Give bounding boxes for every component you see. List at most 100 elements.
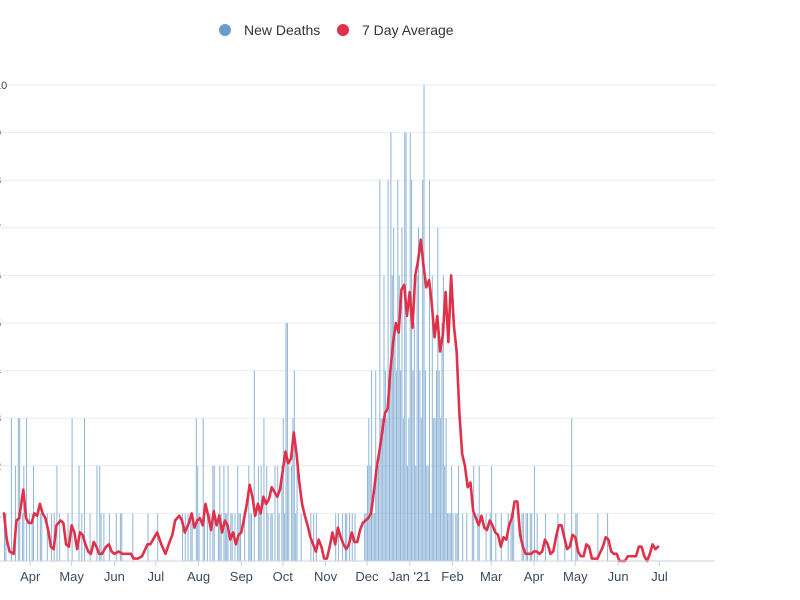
- legend-seven-day-dot[interactable]: [337, 24, 349, 36]
- new-deaths-bar[interactable]: [571, 418, 573, 561]
- new-deaths-bar[interactable]: [59, 513, 61, 561]
- new-deaths-bar[interactable]: [119, 513, 121, 561]
- new-deaths-bar[interactable]: [71, 418, 73, 561]
- new-deaths-bar[interactable]: [220, 513, 222, 561]
- legend-new-deaths-dot[interactable]: [219, 24, 231, 36]
- new-deaths-bar[interactable]: [223, 465, 225, 561]
- new-deaths-bar[interactable]: [386, 418, 388, 561]
- new-deaths-bar[interactable]: [99, 465, 101, 561]
- new-deaths-bar[interactable]: [427, 465, 429, 561]
- new-deaths-bar[interactable]: [429, 180, 431, 561]
- new-deaths-bar[interactable]: [226, 513, 228, 561]
- new-deaths-bar[interactable]: [452, 513, 454, 561]
- new-deaths-bar[interactable]: [440, 418, 442, 561]
- new-deaths-bar[interactable]: [249, 513, 251, 561]
- new-deaths-bar[interactable]: [411, 180, 413, 561]
- new-deaths-bar[interactable]: [267, 513, 269, 561]
- new-deaths-bar[interactable]: [368, 418, 370, 561]
- new-deaths-bar[interactable]: [37, 513, 39, 561]
- new-deaths-bar[interactable]: [96, 465, 98, 561]
- new-deaths-bar[interactable]: [531, 513, 533, 561]
- new-deaths-bar[interactable]: [23, 465, 25, 561]
- new-deaths-bar[interactable]: [435, 370, 437, 561]
- new-deaths-bar[interactable]: [209, 513, 211, 561]
- new-deaths-bar[interactable]: [257, 465, 259, 561]
- new-deaths-bar[interactable]: [219, 465, 221, 561]
- new-deaths-bar[interactable]: [26, 418, 28, 561]
- new-deaths-bar[interactable]: [197, 465, 199, 561]
- new-deaths-bar[interactable]: [398, 275, 400, 561]
- new-deaths-bar[interactable]: [438, 370, 440, 561]
- new-deaths-bar[interactable]: [198, 513, 200, 561]
- new-deaths-bar[interactable]: [354, 513, 356, 561]
- new-deaths-bar[interactable]: [525, 513, 527, 561]
- new-deaths-bar[interactable]: [433, 418, 435, 561]
- new-deaths-bar[interactable]: [366, 465, 368, 561]
- new-deaths-bar[interactable]: [387, 180, 389, 561]
- new-deaths-bar[interactable]: [485, 513, 487, 561]
- new-deaths-bar[interactable]: [259, 513, 261, 561]
- new-deaths-bar[interactable]: [28, 513, 30, 561]
- new-deaths-bar[interactable]: [67, 513, 69, 561]
- new-deaths-bar[interactable]: [295, 513, 297, 561]
- new-deaths-bar[interactable]: [456, 513, 458, 561]
- new-deaths-bar[interactable]: [15, 465, 17, 561]
- new-deaths-bar[interactable]: [217, 513, 219, 561]
- new-deaths-bar[interactable]: [288, 465, 290, 561]
- new-deaths-bar[interactable]: [237, 465, 239, 561]
- new-deaths-bar[interactable]: [510, 513, 512, 561]
- new-deaths-bar[interactable]: [423, 85, 425, 561]
- new-deaths-bar[interactable]: [292, 418, 294, 561]
- new-deaths-bar[interactable]: [536, 513, 538, 561]
- new-deaths-bar[interactable]: [19, 418, 21, 561]
- new-deaths-bar[interactable]: [195, 418, 197, 561]
- new-deaths-bar[interactable]: [206, 513, 208, 561]
- new-deaths-bar[interactable]: [342, 513, 344, 561]
- new-deaths-bar[interactable]: [108, 513, 110, 561]
- new-deaths-bar[interactable]: [270, 513, 272, 561]
- new-deaths-bar[interactable]: [389, 370, 391, 561]
- new-deaths-bar[interactable]: [390, 132, 392, 561]
- new-deaths-bar[interactable]: [408, 418, 410, 561]
- new-deaths-bar[interactable]: [522, 513, 524, 561]
- new-deaths-bar[interactable]: [597, 513, 599, 561]
- new-deaths-bar[interactable]: [244, 513, 246, 561]
- new-deaths-bar[interactable]: [426, 465, 428, 561]
- new-deaths-bar[interactable]: [39, 513, 41, 561]
- new-deaths-bar[interactable]: [529, 513, 531, 561]
- new-deaths-bar[interactable]: [277, 465, 279, 561]
- new-deaths-bar[interactable]: [495, 513, 497, 561]
- new-deaths-bar[interactable]: [395, 370, 397, 561]
- new-deaths-bar[interactable]: [576, 513, 578, 561]
- new-deaths-bar[interactable]: [478, 465, 480, 561]
- new-deaths-bar[interactable]: [337, 513, 339, 561]
- new-deaths-bar[interactable]: [431, 275, 433, 561]
- new-deaths-bar[interactable]: [46, 513, 48, 561]
- new-deaths-bar[interactable]: [489, 513, 491, 561]
- new-deaths-bar[interactable]: [393, 227, 395, 562]
- new-deaths-bar[interactable]: [147, 513, 149, 561]
- new-deaths-bar[interactable]: [115, 513, 117, 561]
- new-deaths-bar[interactable]: [17, 418, 19, 561]
- new-deaths-bar[interactable]: [379, 180, 381, 561]
- new-deaths-bar[interactable]: [182, 513, 184, 561]
- new-deaths-bar[interactable]: [344, 513, 346, 561]
- new-deaths-bar[interactable]: [282, 418, 284, 561]
- new-deaths-bar[interactable]: [313, 513, 315, 561]
- new-deaths-bar[interactable]: [300, 513, 302, 561]
- new-deaths-bar[interactable]: [442, 275, 444, 561]
- new-deaths-bar[interactable]: [400, 370, 402, 561]
- new-deaths-bar[interactable]: [500, 513, 502, 561]
- new-deaths-bar[interactable]: [533, 465, 535, 561]
- new-deaths-bar[interactable]: [377, 465, 379, 561]
- new-deaths-bar[interactable]: [405, 132, 407, 561]
- new-deaths-bar[interactable]: [422, 180, 424, 561]
- new-deaths-bar[interactable]: [202, 418, 204, 561]
- new-deaths-bar[interactable]: [406, 465, 408, 561]
- new-deaths-bar[interactable]: [284, 513, 286, 561]
- new-deaths-bar[interactable]: [41, 513, 43, 561]
- new-deaths-bar[interactable]: [132, 513, 134, 561]
- new-deaths-bar[interactable]: [434, 418, 436, 561]
- new-deaths-bar[interactable]: [382, 418, 384, 561]
- new-deaths-bar[interactable]: [285, 323, 287, 561]
